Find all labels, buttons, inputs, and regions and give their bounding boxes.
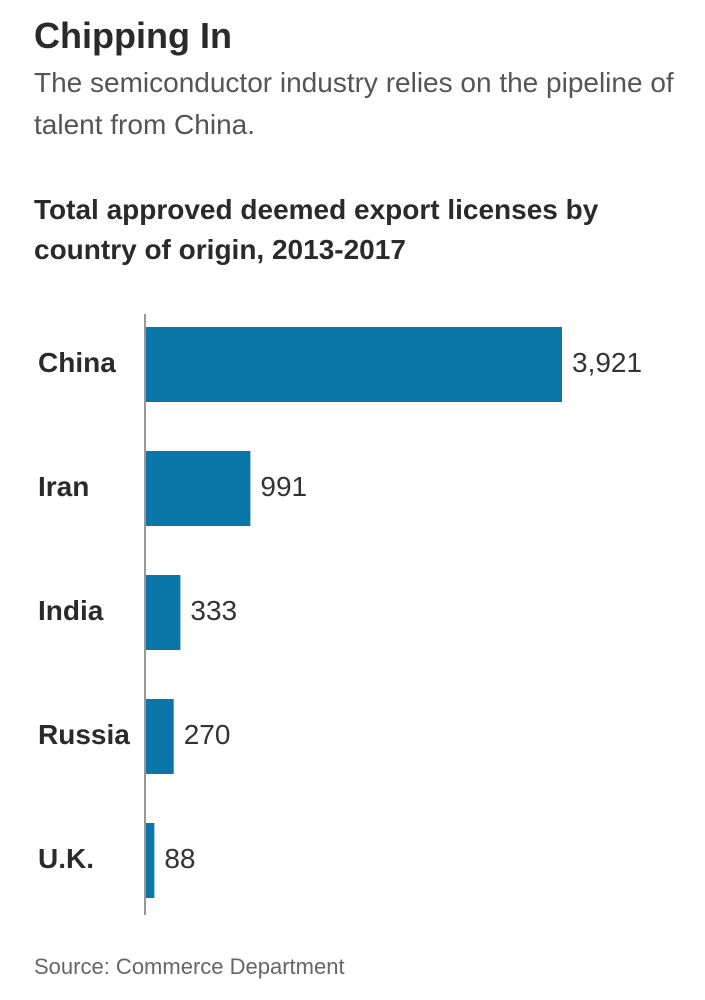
category-label: China: [38, 347, 116, 378]
headline: Chipping In: [34, 15, 232, 56]
bar: [145, 327, 562, 402]
bar: [145, 823, 155, 898]
value-label: 270: [184, 719, 231, 750]
category-label: India: [38, 595, 104, 626]
bar-chart-svg: China 3,921 Iran 991 India 333 Russia 270 U.K. 88: [38, 314, 642, 915]
bar: [145, 451, 251, 526]
bar: [145, 575, 181, 650]
bar-chart: China 3,921 Iran 991 India 333 Russia 270 U.K. 88: [0, 300, 705, 920]
source-note: Source: Commerce Department: [34, 954, 345, 979]
bar: [145, 699, 174, 774]
subheadline: The semiconductor industry relies on the…: [34, 67, 674, 140]
category-label: Iran: [38, 471, 89, 502]
value-label: 3,921: [572, 347, 642, 378]
value-label: 88: [164, 843, 195, 874]
value-label: 333: [190, 595, 237, 626]
chart-title: Total approved deemed export licenses by…: [34, 194, 599, 265]
value-label: 991: [260, 471, 307, 502]
category-label: Russia: [38, 719, 130, 750]
category-label: U.K.: [38, 843, 94, 874]
